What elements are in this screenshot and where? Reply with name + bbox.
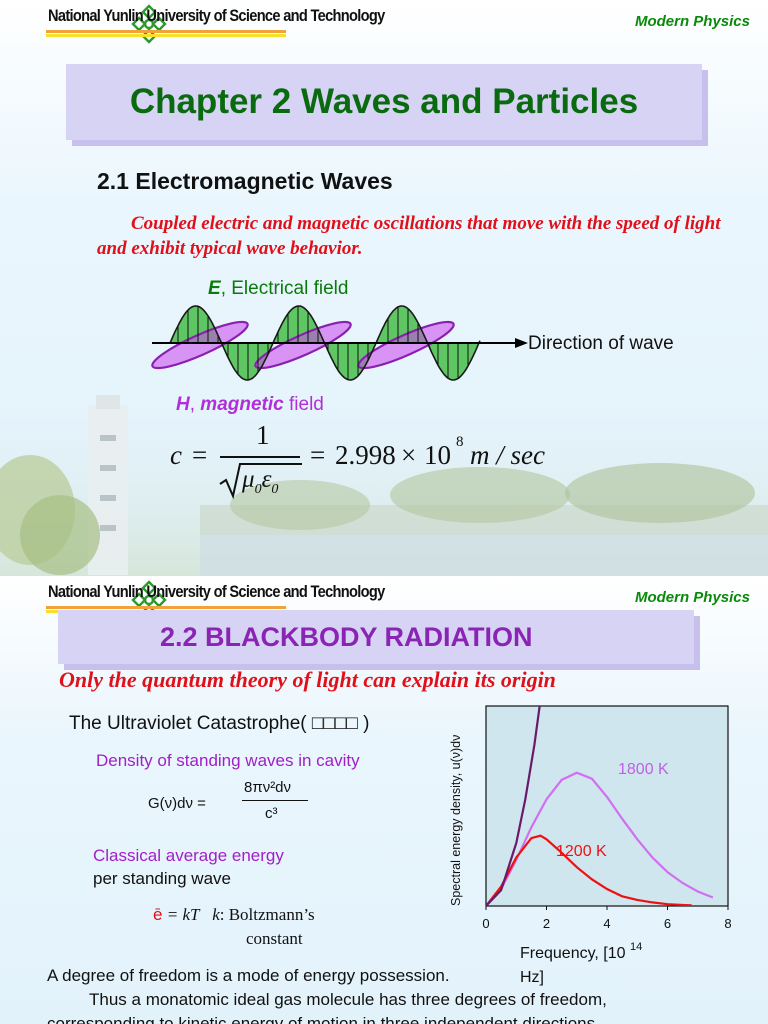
direction-arrow-icon xyxy=(515,338,528,348)
university-name: National Yunlin University of Science an… xyxy=(48,582,385,601)
series-line-1800-k xyxy=(486,771,714,906)
monatomic-gas-text: Thus a monatomic ideal gas molecule has … xyxy=(89,990,607,1009)
chapter-title-box: Chapter 2 Waves and Particles xyxy=(66,64,702,140)
average-energy-equation: ē = kT k: Boltzmann’s xyxy=(153,905,315,924)
course-name: Modern Physics xyxy=(634,589,750,606)
blackbody-chart: 0 2 4 6 8 1800 K 1200 K Spectral energy density… xyxy=(449,705,732,986)
header-stripe-yellow xyxy=(46,34,286,37)
header-stripe-orange xyxy=(46,30,286,33)
x-axis-label-unit: Hz] xyxy=(520,969,544,986)
slide-1: National Yunlin University of Science an… xyxy=(0,0,768,576)
y-axis-label: Spectral energy density, u(ν)dν xyxy=(449,735,463,906)
kinetic-energy-text: corresponding to kinetic energy of motio… xyxy=(47,1014,600,1024)
x-tick-label: 4 xyxy=(603,916,610,931)
x-axis-label: Frequency, [10 xyxy=(520,945,626,962)
em-wave-description: Coupled electric and magnetic oscillatio… xyxy=(97,213,721,259)
g-formula-lhs: G(ν)dν = xyxy=(148,795,206,812)
x-tick-label: 6 xyxy=(664,916,671,931)
h-field-label: H, magnetic field xyxy=(176,394,324,415)
series-label-1800k: 1800 K xyxy=(618,761,669,778)
speed-of-light-equation: c = 1 μ0ε0 = 2.998 × 10 8 m / sec xyxy=(168,420,588,500)
plot-area xyxy=(485,705,729,907)
campus-background xyxy=(0,395,768,576)
series-line-classical xyxy=(486,706,541,906)
x-tick-label: 8 xyxy=(724,916,731,931)
chapter-title: Chapter 2 Waves and Particles xyxy=(129,82,639,121)
quantum-subtitle: Only the quantum theory of light can exp… xyxy=(59,667,556,692)
density-label: Density of standing waves in cavity xyxy=(96,751,360,770)
degree-of-freedom-text: A degree of freedom is a mode of energy … xyxy=(47,966,450,985)
uv-catastrophe-label: The Ultraviolet Catastrophe( □□□□ ) xyxy=(69,713,370,734)
classical-energy-label: Classical average energy xyxy=(93,846,284,865)
section-heading: 2.1 Electromagnetic Waves xyxy=(97,168,393,194)
section-title: 2.2 BLACKBODY RADIATION xyxy=(160,622,533,652)
fraction-bar xyxy=(242,800,308,801)
e-field-label: E, Electrical field xyxy=(208,278,349,299)
x-tick-label: 2 xyxy=(543,916,550,931)
course-name: Modern Physics xyxy=(634,13,750,30)
per-standing-wave-label: per standing wave xyxy=(93,869,231,888)
series-line-1200-k xyxy=(486,834,692,906)
h-field-loop xyxy=(151,320,249,370)
square-root-icon xyxy=(219,463,302,500)
h-field-loops xyxy=(151,320,455,370)
x-axis-label-exponent: 14 xyxy=(630,941,642,953)
field-vectors xyxy=(177,306,469,380)
header-stripe-orange xyxy=(46,606,286,609)
boltzmann-constant-label: constant xyxy=(246,929,303,948)
university-name: National Yunlin University of Science an… xyxy=(48,6,385,25)
section-title-box: 2.2 BLACKBODY RADIATION xyxy=(58,610,694,664)
x-tick-label: 0 xyxy=(482,916,489,931)
slide-2: National Yunlin University of Science an… xyxy=(0,576,768,1024)
g-formula-numerator: 8πν²dν xyxy=(244,779,292,796)
h-field-loop xyxy=(254,320,352,370)
series-label-1200k: 1200 K xyxy=(556,843,607,860)
direction-of-wave-label: Direction of wave xyxy=(528,333,674,354)
g-formula-denominator: c³ xyxy=(265,805,278,822)
em-wave-diagram xyxy=(151,305,528,381)
